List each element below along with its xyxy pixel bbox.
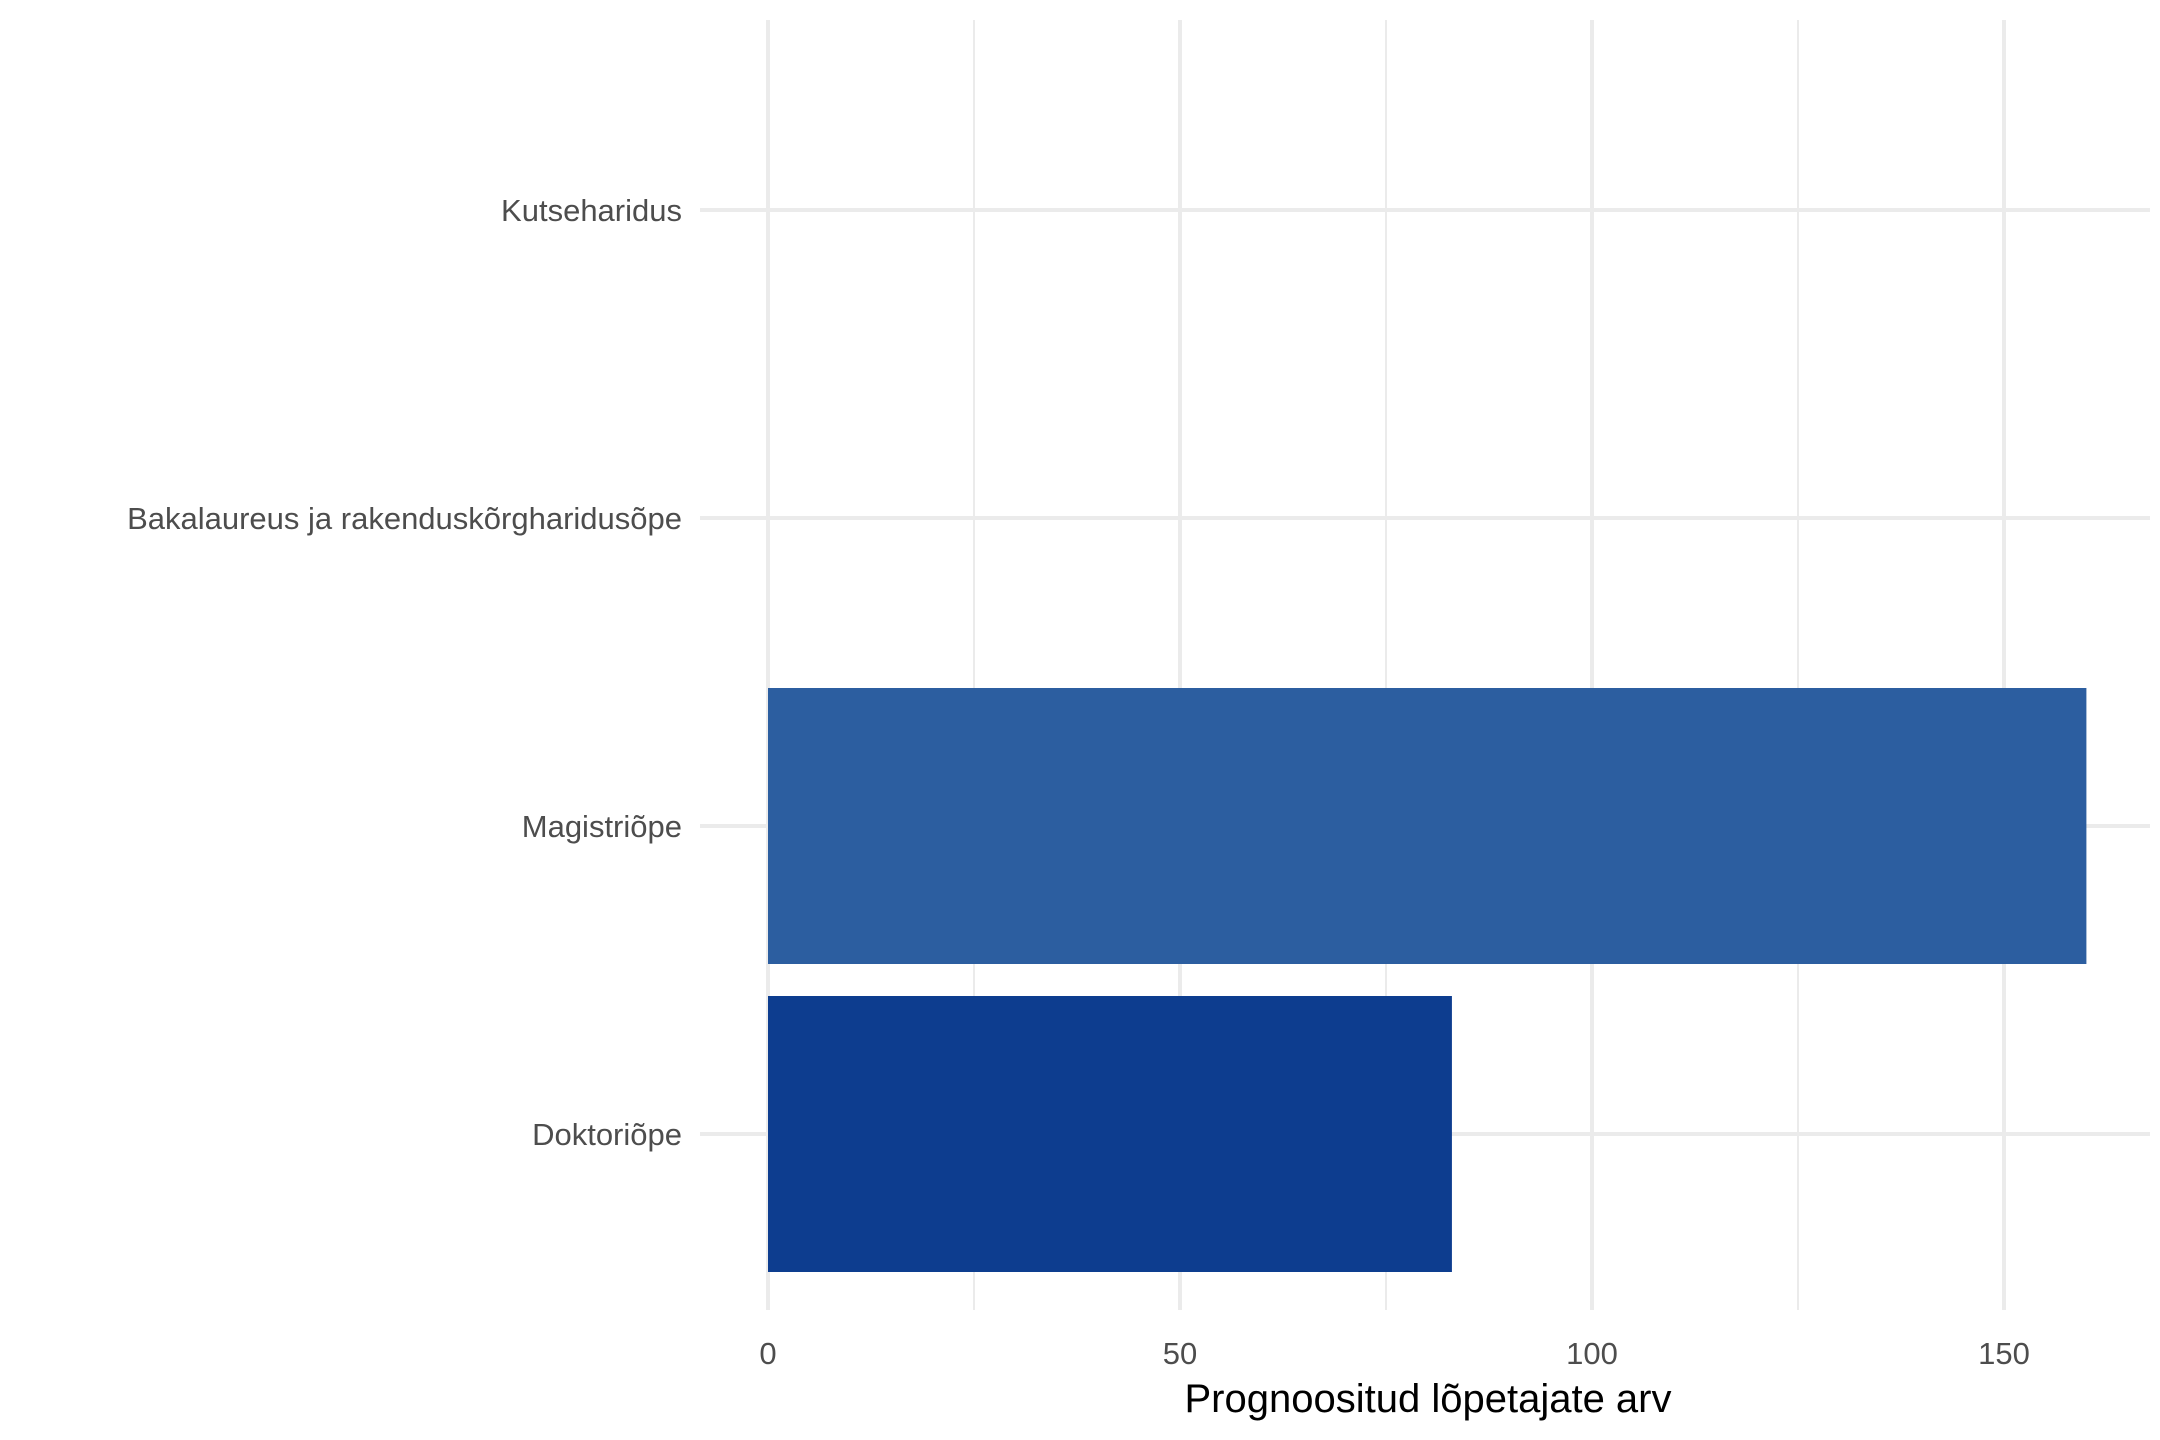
bar xyxy=(768,688,2087,964)
y-tick-label: Kutseharidus xyxy=(501,193,682,228)
x-axis-title: Prognoositud lõpetajate arv xyxy=(1185,1377,1672,1421)
x-tick-label: 50 xyxy=(1163,1336,1197,1371)
y-tick-label: Bakalaureus ja rakenduskõrgharidusõpe xyxy=(127,501,682,536)
x-tick-label: 150 xyxy=(1978,1336,2030,1371)
x-tick-label: 0 xyxy=(759,1336,776,1371)
bar xyxy=(768,996,1452,1272)
y-tick-label: Magistriõpe xyxy=(522,809,682,844)
x-tick-labels: 0 50 100 150 xyxy=(759,1336,2029,1371)
y-tick-labels: Kutseharidus Bakalaureus ja rakenduskõrgh… xyxy=(127,193,682,1152)
x-tick-label: 100 xyxy=(1566,1336,1618,1371)
bars xyxy=(768,688,2087,1272)
y-tick-label: Doktoriõpe xyxy=(532,1117,682,1152)
